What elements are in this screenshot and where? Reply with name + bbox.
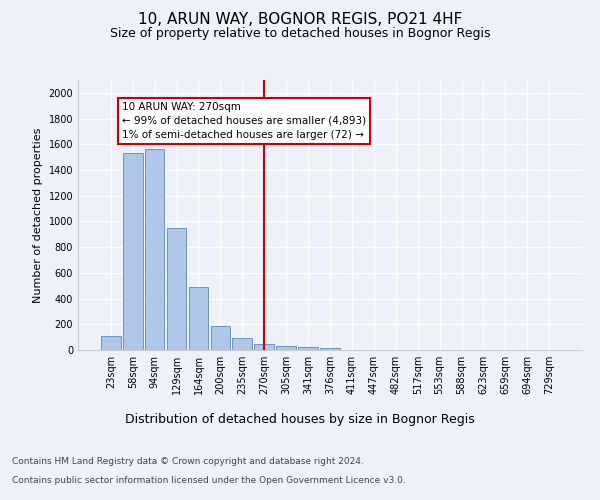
Bar <box>320 348 340 350</box>
Text: Distribution of detached houses by size in Bognor Regis: Distribution of detached houses by size … <box>125 412 475 426</box>
Text: 10, ARUN WAY, BOGNOR REGIS, PO21 4HF: 10, ARUN WAY, BOGNOR REGIS, PO21 4HF <box>138 12 462 28</box>
Bar <box>101 336 121 350</box>
Bar <box>188 287 208 350</box>
Bar <box>254 344 274 350</box>
Bar <box>145 150 164 350</box>
Bar <box>232 338 252 350</box>
Bar <box>276 346 296 350</box>
Y-axis label: Number of detached properties: Number of detached properties <box>33 128 43 302</box>
Text: Contains public sector information licensed under the Open Government Licence v3: Contains public sector information licen… <box>12 476 406 485</box>
Bar <box>298 348 318 350</box>
Bar <box>167 228 187 350</box>
Text: Contains HM Land Registry data © Crown copyright and database right 2024.: Contains HM Land Registry data © Crown c… <box>12 458 364 466</box>
Bar <box>211 326 230 350</box>
Bar <box>123 152 143 350</box>
Text: Size of property relative to detached houses in Bognor Regis: Size of property relative to detached ho… <box>110 28 490 40</box>
Text: 10 ARUN WAY: 270sqm
← 99% of detached houses are smaller (4,893)
1% of semi-deta: 10 ARUN WAY: 270sqm ← 99% of detached ho… <box>122 102 366 140</box>
